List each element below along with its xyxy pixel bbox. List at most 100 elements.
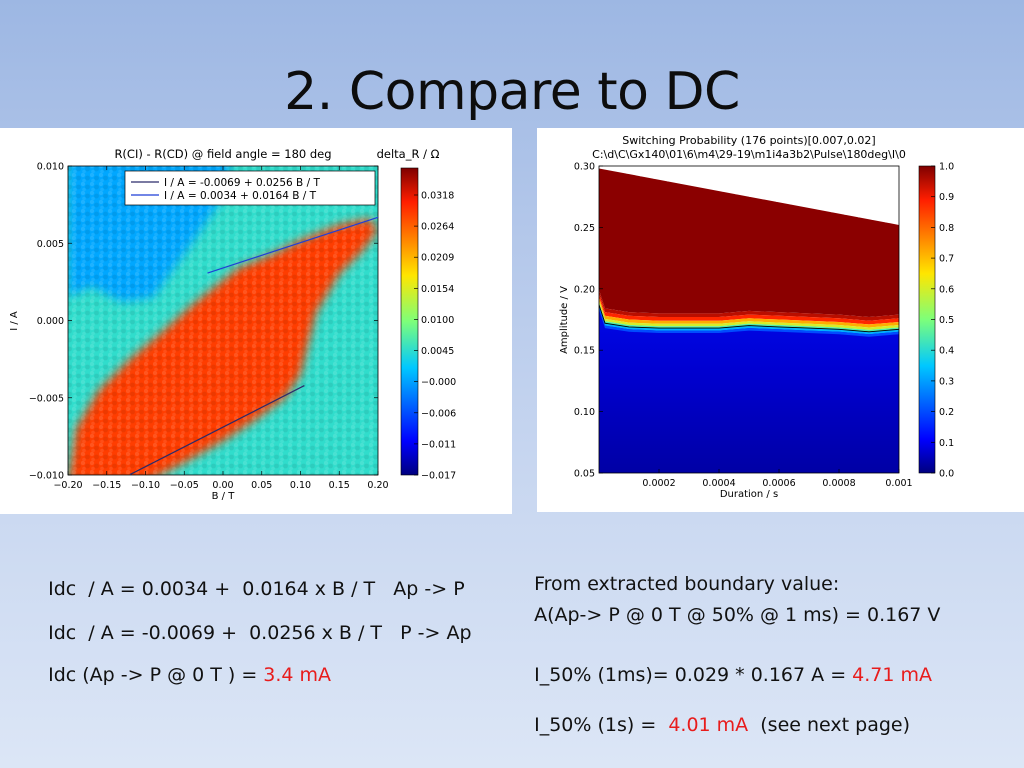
chart1-xtick-label: −0.05 [170,480,199,491]
chart1-xlabel: B / T [212,491,236,502]
chart2-top-mask [871,166,886,220]
chart2-colorbar-tick-label: 0.5 [939,315,954,326]
right-text-line-2-plain: A(Ap-> P @ 0 T @ 50% @ 1 ms) = 0.167 V [534,604,941,626]
chart2-top-mask [694,166,709,187]
chart2-top-mask [830,166,845,213]
chart2-ytick-label: 0.30 [574,162,595,173]
chart1-xtick-label: 0.20 [367,480,388,491]
chart1-colorbar-tick-label: 0.0045 [421,346,454,357]
chart1-legend: I / A = -0.0069 + 0.0256 B / TI / A = 0.… [124,170,376,206]
chart2-axes: 0.0002 0.0004 0.0006 0.0008 0.001 0.30 0.25 0.2… [574,162,913,490]
right-text-line-2: A(Ap-> P @ 0 T @ 50% @ 1 ms) = 0.167 V [522,582,940,626]
chart2-xlabel: Duration / s [720,489,778,500]
chart1-title: R(CI) - R(CD) @ field angle = 180 deg [114,147,331,161]
chart2-colorbar-tick-label: 0.4 [939,346,954,357]
chart1-colorbar-tick-label: 0.0318 [421,191,454,202]
chart2-colorbar-ticks: 1.0 0.9 0.8 0.7 0.6 0.5 0.4 0.3 0.2 0.1 0.0 [931,162,954,480]
chart2-top-mask [776,166,791,202]
right-text-line-3-plain: I_50% (1ms)= 0.029 * 0.167 A = [534,664,853,686]
left-text-line-1-plain: Idc / A = 0.0034 + 0.0164 x B / T Ap -> … [48,578,465,600]
chart2-top-mask [803,166,818,207]
chart2-top-mask [735,166,750,195]
chart2-xtick-label: 0.0006 [762,478,795,489]
right-text-line-4-suffix: (see next page) [748,714,910,736]
right-text-line-4: I_50% (1s) = 4.01 mA (see next page) [522,692,910,736]
chart2-top-mask [749,166,764,197]
chart2-transition-band [599,290,899,321]
chart1-colorbar-ticks: 0.0318 0.0264 0.0209 0.0154 0.0100 0.0045 −0.0… [414,191,456,482]
chart1-colorbar-tick-label: 0.0154 [421,284,454,295]
chart1-xtick-label: −0.20 [53,480,82,491]
switching-probability-chart: Switching Probability (176 points)[0.007… [559,134,954,500]
chart2-frame [598,165,900,474]
right-text-line-3: I_50% (1ms)= 0.029 * 0.167 A = 4.71 mA [522,642,932,686]
chart2-top-mask [667,166,682,182]
left-text-line-2: Idc / A = -0.0069 + 0.0256 x B / T P -> … [36,600,472,644]
chart2-colorbar-tick-label: 1.0 [939,162,954,173]
chart2-top-mask [789,166,805,205]
chart2-xtick-label: 0.0008 [822,478,855,489]
chart2-boundary-line [599,304,899,333]
chart2-top-mask [721,166,736,192]
chart2-colorbar-tick-label: 0.6 [939,284,954,295]
chart1-colorbar-tick-label: 0.0100 [421,315,454,326]
left-text-line-3-plain: Idc (Ap -> P @ 0 T ) = [48,664,264,686]
chart2-colorbar-tick-label: 0.7 [939,254,954,265]
heatmap-panel-right: Switching Probability (176 points)[0.007… [537,128,1024,512]
slide-title: 2. Compare to DC [284,62,740,122]
chart1-colorbar-tick-label: 0.0209 [421,253,454,264]
left-text-line-3-highlight: 3.4 mA [263,664,332,686]
chart2-subtitle: C:\d\C\Gx140\01\6\m4\29-19\m1i4a3b2\Puls… [592,148,906,161]
chart1-colorbar-tick-label: 0.0264 [421,222,454,233]
chart1-legend-label-1: I / A = -0.0069 + 0.0256 B / T [164,177,320,189]
chart1-ylabel: I / A [9,311,20,331]
chart1-ytick-label: 0.005 [37,239,64,250]
chart1-noise-texture [68,166,378,475]
chart1-ytick-label: −0.005 [29,393,64,404]
chart2-colorbar-tick-label: 0.9 [939,192,954,203]
chart2-top-mask [626,166,641,174]
chart2-xtick-label: 0.001 [885,478,912,489]
chart1-colorbar-tick-label: −0.011 [421,439,456,450]
chart1-xtick-label: 0.00 [212,480,233,491]
delta-r-heatmap-chart: R(CI) - R(CD) @ field angle = 180 deg de… [9,147,456,502]
chart2-top-mask [653,166,668,179]
chart2-colorbar-tick-label: 0.0 [939,469,954,480]
right-text-line-4-highlight: 4.01 mA [668,714,749,736]
chart1-legend-label-2: I / A = 0.0034 + 0.0164 B / T [164,190,317,202]
chart2-ytick-label: 0.10 [574,407,595,418]
chart2-top-mask [599,166,614,169]
chart1-colorbar-label: delta_R / Ω [377,147,440,161]
chart1-fit-lines [129,216,379,476]
chart1-fit-line-1 [129,385,305,476]
chart1-fit-line-2 [207,216,379,274]
chart2-ytick-label: 0.20 [574,284,595,295]
left-text-line-3: Idc (Ap -> P @ 0 T ) = 3.4 mA [36,642,331,686]
chart1-axes: −0.20 −0.15 −0.10 −0.05 0.00 0.05 0.10 0.15 0.20… [29,162,389,492]
chart2-ytick-label: 0.05 [574,469,595,480]
chart1-colorbar-tick-label: −0.017 [421,471,456,482]
chart2-colorbar-tick-label: 0.1 [939,438,954,449]
chart1-xtick-label: 0.10 [290,480,311,491]
left-text-line-1: Idc / A = 0.0034 + 0.0164 x B / T Ap -> … [36,556,465,600]
chart2-top-mask [858,166,873,218]
chart1-colorbar-tick-label: −0.006 [421,408,456,419]
chart1-plot-area [68,166,378,475]
right-text-line-3-highlight: 4.71 mA [852,664,933,686]
chart1-ytick-label: −0.010 [29,471,64,482]
chart2-top-mask [708,166,723,189]
chart2-top-mask [817,166,832,210]
right-text-line-4-plain: I_50% (1s) = [534,714,669,736]
chart1-legend-box [124,170,376,206]
chart2-ytick-label: 0.25 [574,223,595,234]
left-text-line-2-plain: Idc / A = -0.0069 + 0.0256 x B / T P -> … [48,622,472,644]
chart2-transition-band [599,293,899,325]
chart2-ytick-label: 0.15 [574,346,595,357]
chart1-xtick-label: −0.10 [131,480,160,491]
chart1-colorbar-tick-label: −0.000 [421,377,456,388]
chart1-xtick-label: −0.15 [92,480,121,491]
chart1-xtick-label: 0.15 [329,480,350,491]
chart2-top-mask [885,166,899,223]
chart1-ytick-label: 0.010 [37,162,64,173]
chart2-top-mask [844,166,859,215]
